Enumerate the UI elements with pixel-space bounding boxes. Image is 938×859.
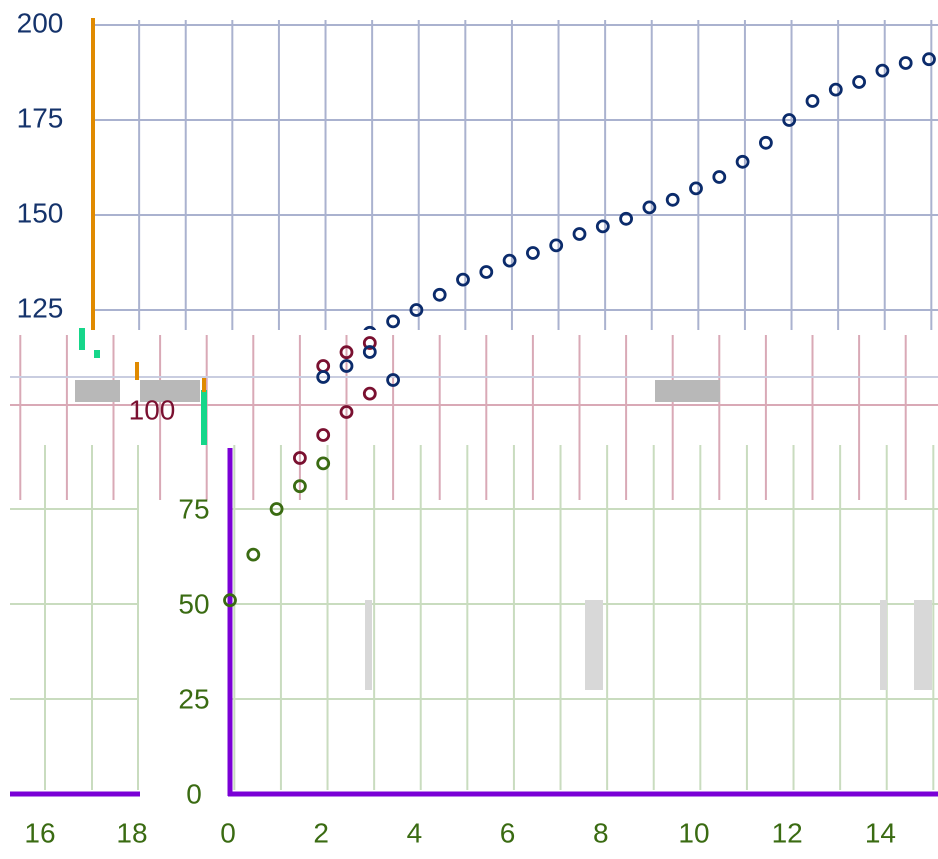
- bottom-y-tick-label: 25: [178, 683, 209, 714]
- top-data-point: [922, 52, 936, 67]
- top-data-point: [852, 75, 866, 89]
- middle-gray-bar: [140, 380, 200, 402]
- top-data-point: [386, 314, 401, 329]
- middle-overlap-point: [386, 373, 401, 387]
- bottom-data-point: [246, 547, 261, 562]
- top-data-point: [432, 287, 447, 302]
- top-data-point: [479, 265, 494, 279]
- middle-data-point: [339, 405, 354, 419]
- bottom-x-tick-label: 6: [500, 817, 516, 848]
- top-data-point: [689, 181, 703, 196]
- bottom-data-point: [223, 593, 237, 608]
- bottom-gray-bar: [914, 600, 932, 690]
- bottom-x-tick-label: 12: [772, 817, 803, 848]
- bottom-x-tick-label: 4: [407, 817, 423, 848]
- bottom-x-tick-label: 2: [313, 817, 329, 848]
- middle-overlap-point: [316, 370, 331, 384]
- middle-data-point: [316, 428, 331, 442]
- top-y-tick-label: 150: [17, 197, 64, 228]
- top-y-tick-label: 125: [17, 292, 64, 323]
- top-data-point: [526, 246, 540, 260]
- bottom-gray-bar: [585, 600, 603, 690]
- middle-gray-bar: [75, 380, 120, 402]
- top-data-point: [875, 63, 890, 78]
- top-data-point: [619, 211, 633, 226]
- top-panel: 125 150 175 200: [17, 7, 938, 405]
- top-y-tick-label: 175: [17, 102, 64, 133]
- top-data-point: [456, 272, 470, 287]
- top-data-point: [712, 170, 727, 184]
- middle-overlap-point: [339, 359, 354, 373]
- top-data-point: [735, 154, 750, 169]
- bottom-x-tick-label: 8: [593, 817, 609, 848]
- bottom-x-tick-label: 0: [220, 817, 236, 848]
- top-data-point: [595, 219, 610, 234]
- bottom-y-tick-label: 75: [178, 493, 209, 524]
- bottom-y-tick-label: 0: [186, 778, 202, 809]
- top-data-point: [409, 303, 424, 317]
- middle-data-point: [292, 451, 307, 465]
- bottom-y-tick-label: 50: [178, 588, 209, 619]
- bottom-panel: 0 25 50 75 0 2 4 6 8 10 12 14 16 18: [10, 445, 938, 848]
- bottom-x-tick-label: 18: [116, 817, 147, 848]
- top-data-point: [502, 253, 517, 268]
- top-data-point: [642, 200, 657, 215]
- middle-data-point: [362, 386, 377, 401]
- bottom-x-tick-label: 16: [24, 817, 55, 848]
- middle-y-tick-label: 100: [129, 394, 176, 425]
- bottom-gray-bar: [365, 600, 372, 690]
- top-data-point: [549, 238, 564, 253]
- bottom-data-point: [269, 502, 284, 516]
- bottom-x-tick-label: 10: [678, 817, 709, 848]
- bottom-data-point: [316, 456, 331, 471]
- top-data-point: [759, 135, 773, 150]
- middle-overlap-point: [362, 345, 377, 359]
- top-data-point: [828, 82, 843, 97]
- top-data-point: [572, 227, 587, 241]
- bottom-gray-bar: [880, 600, 887, 690]
- bottom-x-tick-label: 14: [865, 817, 896, 848]
- middle-gray-bar: [655, 380, 720, 402]
- top-data-point: [665, 192, 680, 207]
- top-data-point: [782, 113, 797, 127]
- middle-data-point: [339, 345, 354, 360]
- top-data-point: [805, 94, 820, 108]
- middle-panel: 100: [0, 328, 938, 500]
- top-y-tick-label: 200: [17, 7, 64, 38]
- top-data-point: [898, 56, 913, 70]
- middle-data-point: [362, 336, 377, 350]
- bottom-data-point: [292, 479, 307, 494]
